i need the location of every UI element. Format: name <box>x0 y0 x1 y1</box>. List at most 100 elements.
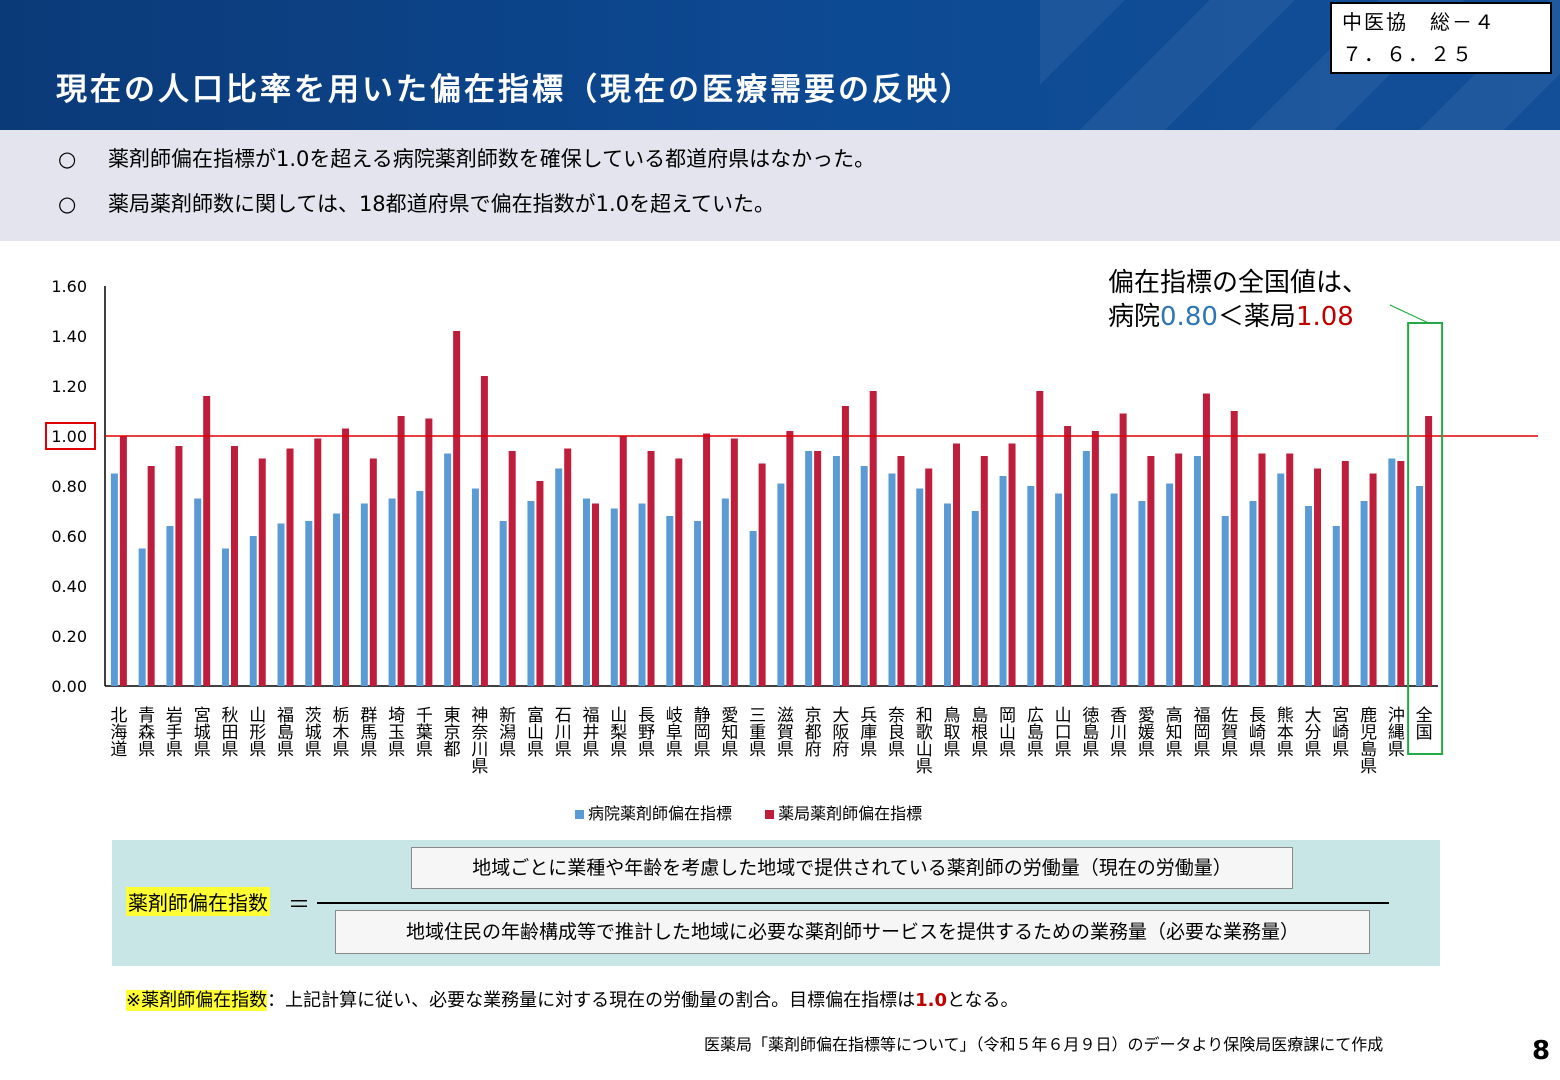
x-tick-label: 道 <box>110 740 127 760</box>
bar-hospital <box>416 491 424 686</box>
bar-pharmacy <box>508 451 516 686</box>
x-tick-label: 富 <box>527 706 544 726</box>
x-tick-label: 崎 <box>1332 723 1349 743</box>
x-tick-label: 梨 <box>610 723 627 743</box>
x-tick-label: 崎 <box>1249 723 1266 743</box>
bar-pharmacy <box>480 376 488 686</box>
bar-hospital <box>805 451 813 686</box>
x-tick-label: 県 <box>1193 740 1210 760</box>
x-tick-label: 千 <box>416 706 433 726</box>
bar-pharmacy <box>203 396 211 686</box>
bar-hospital <box>1305 506 1313 686</box>
bar-hospital <box>1138 501 1146 686</box>
x-tick-label: 県 <box>721 740 738 760</box>
bar-hospital <box>277 523 285 686</box>
bar-pharmacy <box>619 436 627 686</box>
x-tick-label: 埼 <box>388 706 405 726</box>
legend-item-pharmacy: 薬局薬剤師偏在指標 <box>765 800 922 824</box>
bar-pharmacy <box>647 451 655 686</box>
x-tick-label: 高 <box>1166 706 1183 726</box>
national-highlight-box <box>1407 322 1444 755</box>
bullet-mark: ○ <box>58 147 77 171</box>
x-tick-label: 長 <box>638 706 655 726</box>
y-tick-label: 0.80 <box>51 477 87 496</box>
x-tick-label: 県 <box>1027 740 1044 760</box>
note-label: ※薬剤師偏在指数 <box>126 990 268 1011</box>
x-tick-label: 県 <box>1082 740 1099 760</box>
bar-pharmacy <box>1397 461 1405 686</box>
bar-hospital <box>555 468 563 686</box>
x-tick-label: 媛 <box>1138 723 1155 743</box>
x-tick-label: 国 <box>1416 723 1433 743</box>
x-tick-label: 県 <box>610 740 627 760</box>
x-tick-label: 島 <box>277 723 294 743</box>
x-tick-label: 県 <box>194 740 211 760</box>
bar-hospital <box>1360 501 1368 686</box>
bar-pharmacy <box>1036 391 1044 686</box>
bar-hospital <box>694 521 702 686</box>
x-tick-label: 県 <box>499 740 516 760</box>
x-tick-label: 児 <box>1360 723 1377 743</box>
bar-pharmacy <box>369 458 377 686</box>
x-tick-label: 石 <box>555 706 572 726</box>
x-tick-label: 岡 <box>694 723 711 743</box>
bar-hospital <box>582 498 590 686</box>
x-tick-label: 県 <box>916 757 933 777</box>
bar-hospital <box>1332 526 1340 686</box>
bar-pharmacy <box>342 428 350 686</box>
x-tick-label: 県 <box>555 740 572 760</box>
meeting-id-line2: ７．６．２５ <box>1342 42 1474 66</box>
x-tick-label: 県 <box>1332 740 1349 760</box>
x-tick-label: 和 <box>916 706 933 726</box>
bar-hospital <box>1082 451 1090 686</box>
bar-hospital <box>1221 516 1229 686</box>
x-tick-label: 県 <box>527 740 544 760</box>
x-tick-label: 県 <box>333 740 350 760</box>
definition-note: ※薬剤師偏在指数：上記計算に従い、必要な業務量に対する現在の労働量の割合。目標偏… <box>126 986 1018 1012</box>
x-tick-label: 城 <box>305 723 322 743</box>
x-tick-label: 三 <box>749 706 766 726</box>
bar-hospital <box>194 498 202 686</box>
x-tick-label: 島 <box>1027 723 1044 743</box>
x-tick-label: 奈 <box>471 723 488 743</box>
x-tick-label: 田 <box>221 723 238 743</box>
bar-pharmacy <box>397 416 405 686</box>
x-tick-label: 香 <box>1110 706 1127 726</box>
x-tick-label: 府 <box>832 740 849 760</box>
legend-swatch-pharmacy <box>765 810 775 819</box>
bar-hospital <box>1277 473 1285 686</box>
x-tick-label: 島 <box>1360 740 1377 760</box>
x-tick-label: 山 <box>1055 706 1072 726</box>
x-tick-label: 兵 <box>860 706 877 726</box>
meeting-id-line1: 中医協 総－４ <box>1342 10 1496 34</box>
bar-hospital <box>221 548 229 686</box>
x-tick-label: 県 <box>166 740 183 760</box>
x-tick-label: 山 <box>916 740 933 760</box>
formula-denominator: 地域住民の年齢構成等で推計した地域に必要な薬剤師サービスを提供するための業務量（… <box>335 910 1370 954</box>
callout-separator: ＜ <box>1217 302 1244 332</box>
x-tick-label: 都 <box>444 740 461 760</box>
x-tick-label: 県 <box>305 740 322 760</box>
bar-hospital <box>1110 493 1118 686</box>
callout-hospital-value: 0.80 <box>1160 302 1218 332</box>
x-tick-label: 県 <box>388 740 405 760</box>
summary-text: 薬局薬剤師数に関しては、18都道府県で偏在指数が1.0を超えていた。 <box>108 192 776 216</box>
bar-pharmacy <box>1091 431 1099 686</box>
bar-hospital <box>999 476 1007 686</box>
x-tick-label: 県 <box>1138 740 1155 760</box>
x-tick-label: 岐 <box>666 706 683 726</box>
x-tick-label: 本 <box>1277 723 1294 743</box>
x-tick-label: 県 <box>1166 740 1183 760</box>
bar-chart: 0.00 0.20 0.40 0.60 0.80 1.00 1.20 1.40 1.60 北海道青… <box>45 277 1538 777</box>
x-tick-label: 東 <box>444 706 461 726</box>
bar-pharmacy <box>119 436 127 686</box>
x-tick-label: 群 <box>360 706 377 726</box>
x-tick-label: 川 <box>555 723 572 743</box>
formula-equals: ＝ <box>288 893 311 918</box>
x-tick-label: 鹿 <box>1360 706 1377 726</box>
x-tick-label: 県 <box>971 740 988 760</box>
x-tick-label: 県 <box>638 740 655 760</box>
bar-hospital <box>110 473 118 686</box>
x-tick-label: 野 <box>638 723 655 743</box>
x-tick-label: 岡 <box>999 706 1016 726</box>
